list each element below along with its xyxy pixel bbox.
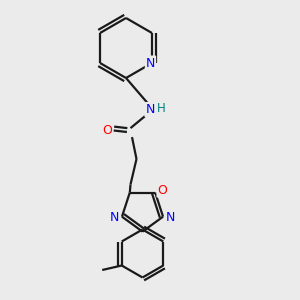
Text: N: N — [146, 56, 155, 70]
Text: O: O — [102, 124, 112, 137]
Text: H: H — [157, 101, 166, 115]
Text: O: O — [158, 184, 167, 196]
Text: N: N — [145, 103, 155, 116]
Text: N: N — [166, 211, 175, 224]
Text: N: N — [110, 211, 119, 224]
